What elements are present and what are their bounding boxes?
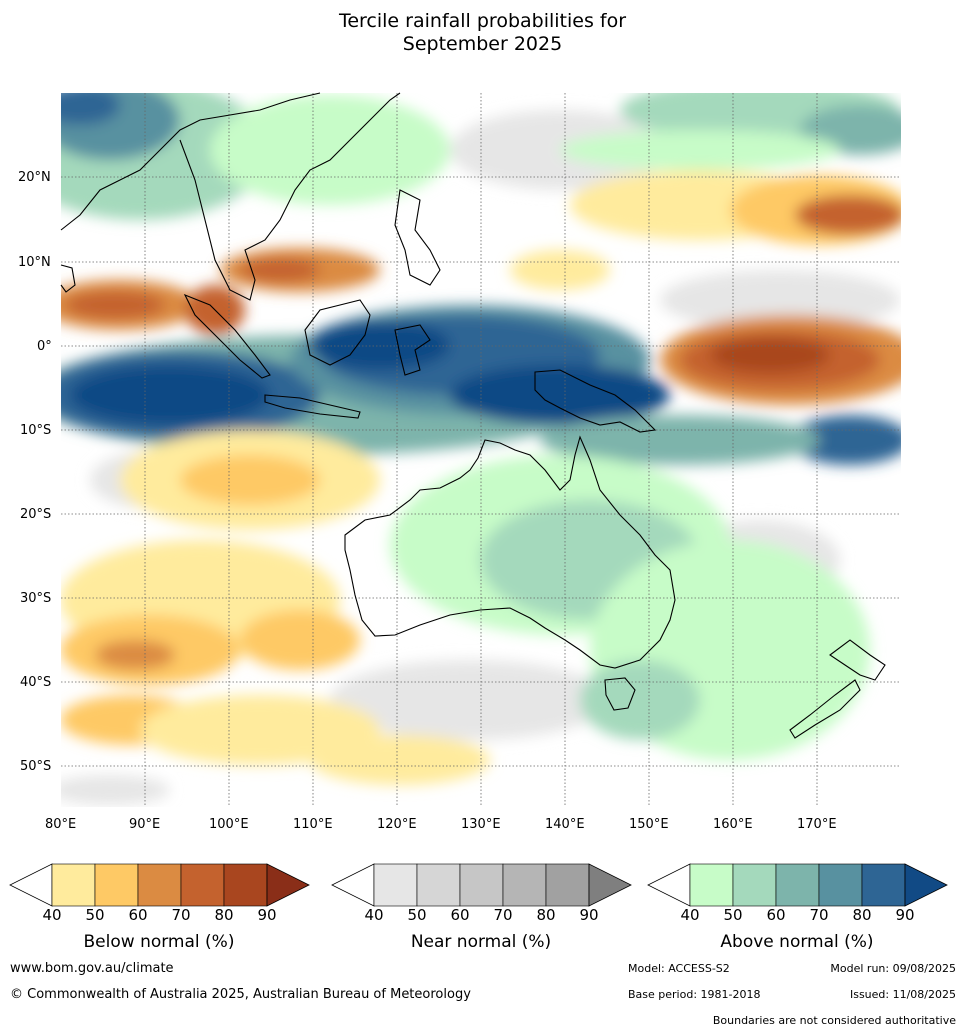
lat-label: 10°N [18, 255, 51, 270]
lat-label: 50°S [20, 759, 52, 774]
coastline-borneo [304, 299, 371, 366]
colorbar-below-normal [9, 863, 310, 907]
rainfall-probability-map [60, 92, 901, 807]
colorbar-tick-label: 40 [680, 906, 700, 924]
colorbar-tick-label: 50 [723, 906, 743, 924]
lon-label: 120°E [377, 817, 417, 832]
colorbar-tick-label: 80 [214, 906, 234, 924]
colorbar-segment [459, 863, 504, 907]
lat-label: 20°N [18, 170, 51, 185]
model-run-text: Model run: 09/08/2025 [830, 962, 956, 975]
coastline-sulawesi [394, 324, 431, 376]
colorbar-near-normal [331, 863, 632, 907]
map-title: Tercile rainfall probabilities for Septe… [0, 10, 965, 56]
coastline-sri-lanka [60, 264, 76, 293]
coastline-philippines [394, 189, 441, 286]
colorbar-tick-label: 60 [128, 906, 148, 924]
colorbar-segment [545, 863, 590, 907]
colorbar-segment [861, 863, 906, 907]
colorbar-tick-label: 70 [809, 906, 829, 924]
colorbar-extend-high [266, 863, 310, 907]
colorbar-tick-label: 60 [450, 906, 470, 924]
model-text: Model: ACCESS-S2 [628, 962, 730, 975]
colorbar-title-below: Below normal (%) [83, 932, 235, 952]
colorbar-extend-high [904, 863, 948, 907]
lon-label: 170°E [797, 817, 837, 832]
colorbar-tick-label: 40 [42, 906, 62, 924]
lon-label: 90°E [129, 817, 161, 832]
issued-text: Issued: 11/08/2025 [849, 988, 956, 1001]
website-text: www.bom.gov.au/climate [10, 961, 174, 976]
colorbar-tick-label: 70 [171, 906, 191, 924]
colorbar-title-near: Near normal (%) [410, 932, 552, 952]
lat-label: 40°S [20, 675, 52, 690]
colorbar-segment [775, 863, 820, 907]
colorbar-tick-label: 90 [579, 906, 599, 924]
coastline-new-guinea [534, 369, 657, 433]
base-period-text: Base period: 1981-2018 [628, 988, 761, 1001]
colorbar-segment [502, 863, 547, 907]
colorbar-segment [818, 863, 863, 907]
lat-label: 30°S [20, 591, 52, 606]
lon-label: 110°E [293, 817, 333, 832]
title-line-2: September 2025 [402, 33, 563, 55]
colorbar-tick-label: 90 [257, 906, 277, 924]
colorbar-segment [51, 863, 96, 907]
colorbar-segment [732, 863, 777, 907]
boundaries-disclaimer: Boundaries are not considered authoritat… [712, 1014, 956, 1027]
colorbar-extend-low [331, 863, 375, 907]
colorbar-tick-label: 40 [364, 906, 384, 924]
graticule [61, 93, 901, 807]
colorbar-tick-label: 80 [852, 906, 872, 924]
lat-label: 20°S [20, 507, 52, 522]
coastline-new-zealand [789, 639, 886, 739]
lon-label: 140°E [545, 817, 585, 832]
lon-label: 100°E [209, 817, 249, 832]
colorbar-segment [416, 863, 461, 907]
colorbar-segment [373, 863, 418, 907]
colorbar-segment [180, 863, 225, 907]
colorbar-tick-label: 60 [766, 906, 786, 924]
colorbar-segment [689, 863, 734, 907]
colorbar-extend-high [588, 863, 632, 907]
colorbar-tick-label: 90 [895, 906, 915, 924]
coastline-java [264, 394, 361, 419]
coastline-asia [60, 92, 401, 301]
lon-label: 130°E [461, 817, 501, 832]
colorbar-extend-low [647, 863, 691, 907]
colorbar-tick-label: 50 [85, 906, 105, 924]
title-line-1: Tercile rainfall probabilities for [338, 10, 627, 32]
lat-label: 0° [37, 339, 52, 354]
colorbar-tick-label: 80 [536, 906, 556, 924]
lon-label: 80°E [45, 817, 77, 832]
colorbar-extend-low [9, 863, 53, 907]
lon-label: 150°E [629, 817, 669, 832]
colorbar-tick-label: 50 [407, 906, 427, 924]
coastlines [60, 92, 886, 739]
probability-field [61, 93, 901, 805]
colorbar-segment [223, 863, 268, 907]
coastline-tasmania [604, 677, 636, 711]
colorbar-segment [137, 863, 182, 907]
coastline-sumatra [183, 293, 271, 379]
lon-label: 160°E [713, 817, 753, 832]
colorbar-segment [94, 863, 139, 907]
colorbar-above-normal [647, 863, 948, 907]
lat-label: 10°S [20, 423, 52, 438]
coastline-australia [344, 435, 676, 669]
colorbar-title-above: Above normal (%) [720, 932, 874, 952]
copyright-text: © Commonwealth of Australia 2025, Austra… [10, 987, 471, 1002]
colorbar-tick-label: 70 [493, 906, 513, 924]
